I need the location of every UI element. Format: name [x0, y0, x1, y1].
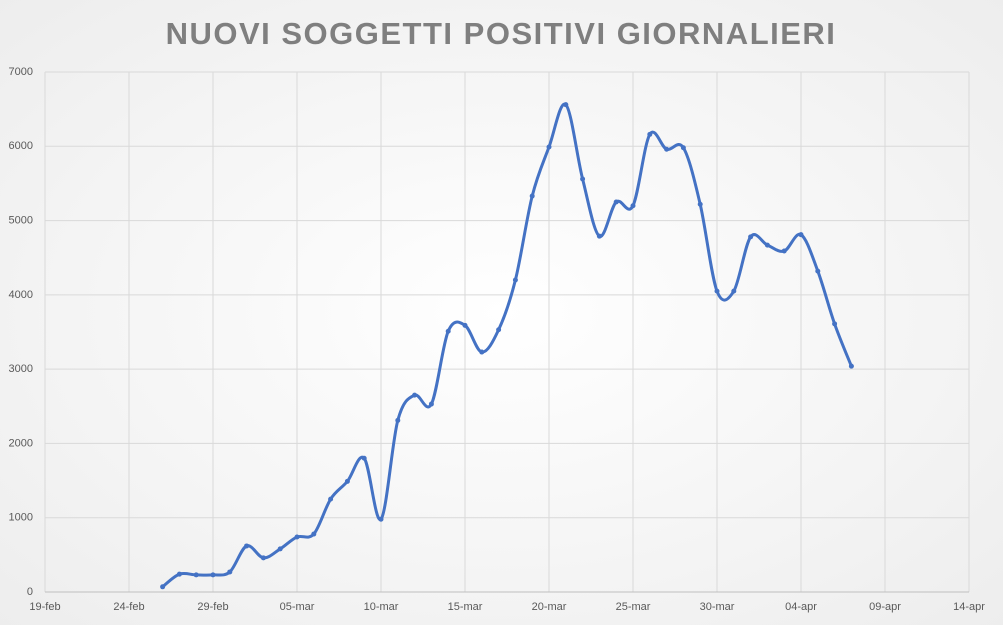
y-tick-label: 2000: [9, 437, 33, 449]
point: [227, 569, 233, 575]
point: [344, 478, 350, 484]
x-tick-label: 20-mar: [532, 601, 567, 613]
y-tick-label: 1000: [9, 512, 33, 524]
point: [445, 328, 451, 334]
y-tick-label: 3000: [9, 363, 33, 375]
point: [731, 288, 737, 294]
point: [546, 144, 552, 150]
point: [412, 392, 418, 398]
point: [630, 203, 636, 209]
point: [781, 248, 787, 254]
point: [361, 455, 367, 461]
point: [580, 176, 586, 182]
x-tick-label: 30-mar: [700, 601, 735, 613]
point: [613, 199, 619, 205]
point: [697, 201, 703, 207]
x-tick-label: 05-mar: [280, 601, 315, 613]
point: [529, 193, 535, 199]
point: [764, 242, 770, 248]
chart-title: NUOVI SOGGETTI POSITIVI GIORNALIERI: [166, 16, 837, 51]
point: [210, 572, 216, 578]
point: [798, 232, 804, 238]
y-tick-label: 0: [27, 586, 33, 598]
x-tick-label: 10-mar: [364, 601, 399, 613]
x-tick-label: 29-feb: [197, 601, 228, 613]
x-tick-label: 14-apr: [953, 601, 985, 613]
point: [680, 145, 686, 151]
x-tick-label: 24-feb: [113, 601, 144, 613]
point: [277, 546, 283, 552]
point: [479, 349, 485, 355]
point: [664, 146, 670, 152]
point: [378, 516, 384, 522]
point: [832, 321, 838, 327]
point: [496, 327, 502, 333]
point: [714, 288, 720, 294]
point: [848, 363, 854, 369]
y-tick-label: 5000: [9, 214, 33, 226]
point: [462, 322, 468, 328]
x-tick-label: 04-apr: [785, 601, 817, 613]
point: [294, 534, 300, 540]
point: [160, 584, 166, 590]
x-tick-label: 25-mar: [616, 601, 651, 613]
y-tick-label: 6000: [9, 140, 33, 152]
point: [328, 496, 334, 502]
point: [311, 531, 317, 537]
point: [512, 277, 518, 283]
point: [395, 417, 401, 423]
point: [815, 268, 821, 274]
x-tick-label: 19-feb: [29, 601, 60, 613]
y-tick-label: 4000: [9, 289, 33, 301]
point: [748, 234, 754, 240]
point: [244, 543, 250, 549]
x-tick-label: 09-apr: [869, 601, 901, 613]
x-tick-label: 15-mar: [448, 601, 483, 613]
point: [176, 571, 182, 577]
point: [563, 102, 569, 108]
point: [647, 131, 653, 137]
point: [428, 401, 434, 407]
point: [260, 555, 266, 561]
y-tick-label: 7000: [9, 66, 33, 78]
point: [596, 233, 602, 239]
point: [193, 572, 199, 578]
